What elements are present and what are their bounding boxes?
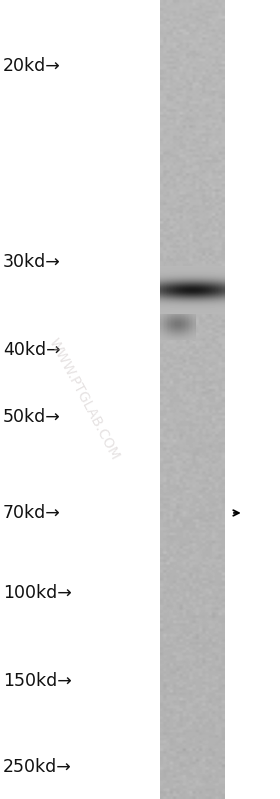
Text: WWW.PTGLAB.COM: WWW.PTGLAB.COM [46,336,122,463]
Text: 30kd→: 30kd→ [3,253,60,271]
Text: 100kd→: 100kd→ [3,584,72,602]
Text: 150kd→: 150kd→ [3,672,72,690]
Text: 40kd→: 40kd→ [3,341,60,359]
Text: 20kd→: 20kd→ [3,57,60,74]
Text: 250kd→: 250kd→ [3,758,72,776]
Text: 50kd→: 50kd→ [3,408,60,426]
Text: 70kd→: 70kd→ [3,504,60,522]
